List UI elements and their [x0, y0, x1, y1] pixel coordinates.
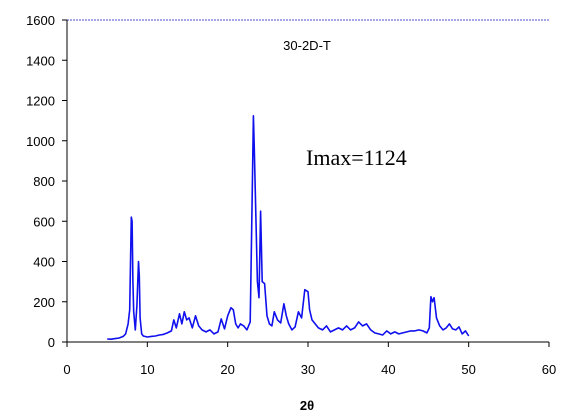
x-tick-label: 30	[301, 362, 315, 377]
y-tick-label: 400	[33, 255, 55, 270]
x-tick-label: 60	[542, 362, 556, 377]
y-tick-label: 600	[33, 214, 55, 229]
x-tick-label: 0	[63, 362, 70, 377]
y-tick-label: 1600	[26, 13, 55, 28]
imax-annotation: Imax=1124	[306, 145, 407, 170]
x-tick-label: 50	[461, 362, 475, 377]
y-tick-label: 200	[33, 295, 55, 310]
chart-title: 30-2D-T	[283, 38, 331, 53]
x-tick-label: 10	[140, 362, 154, 377]
series-line	[107, 115, 470, 340]
x-tick-label: 20	[220, 362, 234, 377]
y-tick-label: 0	[48, 335, 55, 350]
axis-ticks: 0 200 400 600 800 1000 1200 1400 1600 0 10 20 30 40 50…	[26, 13, 556, 377]
y-tick-label: 1000	[26, 134, 55, 149]
y-tick-label: 1400	[26, 53, 55, 68]
x-axis-label: 2θ	[300, 398, 314, 413]
y-tick-label: 800	[33, 174, 55, 189]
x-tick-label: 40	[381, 362, 395, 377]
y-tick-label: 1200	[26, 94, 55, 109]
